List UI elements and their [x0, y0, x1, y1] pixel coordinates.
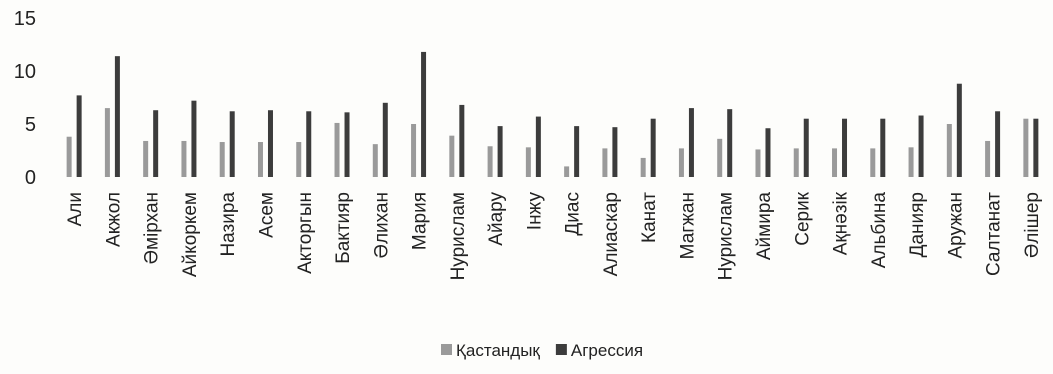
x-tick-label: Диас: [563, 192, 584, 236]
x-tick-label: Аймира: [754, 192, 775, 261]
legend: Қастандық Агрессия: [441, 341, 643, 360]
x-tick-label: Серик: [792, 191, 813, 245]
bar-series-2: [574, 126, 580, 177]
bar-series-1: [296, 142, 302, 177]
bar-series-1: [946, 124, 952, 177]
bar-series-1: [143, 140, 149, 177]
x-axis-labels: Али Акжол Әмірхан Айкоркем Назира Асем Акторгы…: [65, 191, 1043, 280]
bar-series-2: [459, 104, 465, 177]
x-tick-label: Айару: [486, 192, 507, 246]
bar-series-1: [908, 147, 914, 177]
bar-series-1: [717, 138, 723, 177]
bar-series-2: [382, 102, 388, 177]
bar-series-2: [421, 51, 427, 177]
bar-series-1: [411, 124, 417, 177]
legend-swatch: [441, 344, 452, 355]
x-tick-label: Інжу: [524, 192, 545, 231]
bar-series-2: [229, 111, 235, 177]
x-tick-label: Магжан: [677, 192, 698, 259]
bar-series-1: [525, 147, 531, 177]
bar-series-2: [114, 56, 120, 177]
y-tick-label: 10: [14, 61, 36, 83]
bar-series-2: [803, 118, 809, 177]
bar-series-1: [870, 148, 876, 177]
bar-series-1: [372, 144, 378, 177]
bar-series-2: [650, 118, 656, 177]
bar-series-2: [765, 128, 771, 177]
y-axis: 0 5 10 15: [14, 8, 36, 189]
x-tick-label: Нурислам: [448, 192, 469, 280]
bar-series-1: [678, 148, 684, 177]
bar-series-2: [842, 118, 848, 177]
x-tick-label: Ақнәзік: [831, 191, 852, 255]
x-tick-label: Канат: [639, 192, 660, 243]
x-tick-label: Асем: [256, 192, 277, 238]
bar-series-2: [497, 126, 503, 177]
bar-series-2: [76, 95, 82, 177]
x-tick-label: Салтанат: [984, 192, 1005, 276]
bar-series-2: [995, 111, 1001, 177]
bar-series-2: [535, 116, 541, 177]
bar-series-2: [267, 110, 273, 177]
legend-label: Агрессия: [571, 341, 643, 360]
bar-series-2: [306, 111, 312, 177]
bar-series-1: [219, 142, 225, 177]
bar-series-1: [449, 135, 455, 177]
x-tick-label: Акжол: [103, 192, 124, 247]
x-tick-label: Мария: [410, 192, 431, 250]
bar-series-2: [153, 110, 159, 177]
x-tick-label: Назира: [218, 192, 239, 257]
y-tick-label: 0: [25, 167, 36, 189]
x-tick-label: Айкоркем: [180, 192, 201, 277]
bar-series-1: [1023, 118, 1029, 177]
bar-series-1: [985, 140, 991, 177]
x-tick-label: Әлішер: [1022, 192, 1043, 258]
bar-series-2: [612, 127, 618, 177]
bar-series-1: [181, 140, 187, 177]
x-tick-label: Алиаскар: [601, 192, 622, 276]
x-tick-label: Нурислам: [716, 192, 737, 280]
bar-series-1: [487, 146, 493, 177]
bar-series-1: [66, 136, 72, 177]
bar-series-2: [918, 115, 924, 177]
bar-series-1: [755, 149, 761, 177]
bar-series-1: [793, 148, 799, 177]
x-tick-label: Әмірхан: [142, 192, 163, 264]
bar-series-2: [344, 112, 350, 177]
bar-series-1: [104, 108, 110, 177]
x-tick-label: Әлихан: [371, 192, 392, 258]
y-tick-label: 5: [25, 114, 36, 136]
bar-series-1: [832, 148, 838, 177]
legend-swatch: [555, 344, 567, 355]
bar-series-2: [1033, 118, 1039, 177]
plot-area: [66, 51, 1039, 177]
bar-series-2: [727, 109, 733, 177]
bar-series-1: [257, 142, 263, 177]
x-tick-label: Бактияр: [333, 192, 354, 264]
bar-series-1: [564, 166, 570, 177]
bar-series-1: [640, 157, 646, 177]
bar-series-2: [191, 100, 197, 177]
x-tick-label: Данияр: [907, 192, 928, 257]
bar-series-1: [334, 122, 340, 177]
x-tick-label: Али: [65, 192, 86, 226]
y-tick-label: 15: [14, 8, 36, 30]
bar-series-1: [602, 148, 608, 177]
bar-series-2: [688, 108, 694, 177]
x-tick-label: Альбина: [869, 192, 890, 269]
bar-series-2: [956, 83, 962, 177]
x-tick-label: Акторгын: [295, 192, 316, 274]
bar-series-2: [880, 118, 886, 177]
x-tick-label: Аружан: [945, 192, 966, 259]
legend-label: Қастандық: [456, 341, 540, 360]
